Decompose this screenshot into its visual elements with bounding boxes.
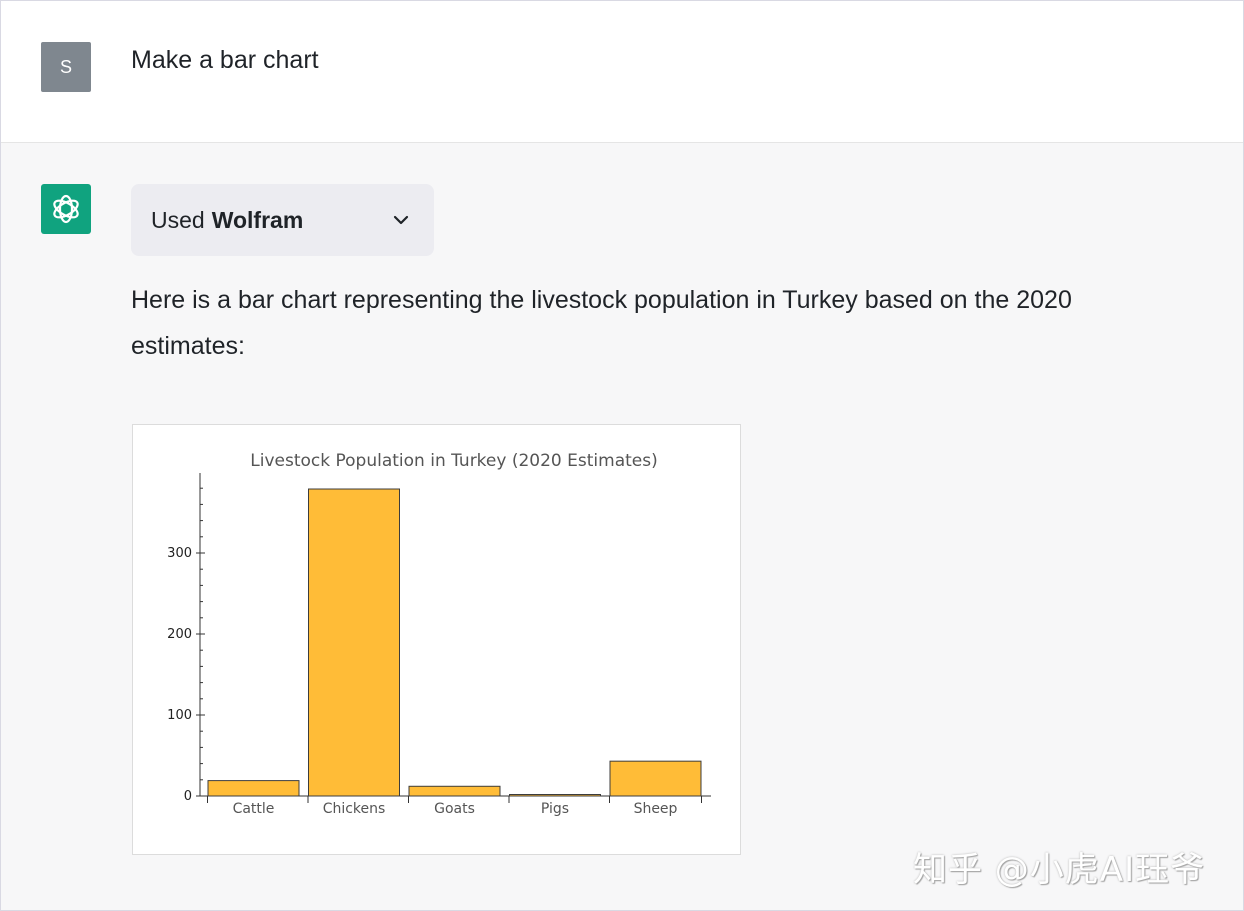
bar-pigs — [509, 794, 601, 797]
plugin-used-toggle[interactable]: Used Wolfram — [131, 184, 434, 256]
assistant-message-text: Here is a bar chart representing the liv… — [131, 286, 1072, 360]
user-avatar-letter: S — [59, 56, 72, 77]
user-message-row: S Make a bar chart — [1, 1, 1243, 143]
x-tick-label: Chickens — [323, 801, 386, 817]
bar-goats — [408, 785, 501, 797]
bar-sheep — [609, 760, 702, 797]
assistant-avatar — [41, 184, 91, 234]
y-tick-label: 300 — [167, 546, 192, 561]
chart-image: Livestock Population in Turkey (2020 Est… — [132, 424, 741, 855]
bar-chart: Livestock Population in Turkey (2020 Est… — [167, 451, 711, 817]
x-tick-label: Sheep — [634, 801, 678, 817]
plugin-used-label: Used — [151, 206, 205, 233]
x-tick-label: Pigs — [541, 801, 569, 817]
plugin-name: Wolfram — [211, 206, 304, 233]
user-message-text: Make a bar chart — [131, 46, 319, 74]
chevron-down-icon — [393, 215, 409, 225]
chart-title: Livestock Population in Turkey (2020 Est… — [250, 451, 657, 471]
openai-logo-icon — [53, 194, 79, 224]
assistant-message-row: Used Wolfram Here is a bar chart represe… — [1, 143, 1243, 910]
user-avatar: S — [41, 42, 91, 92]
bar-cattle — [207, 780, 300, 797]
watermark: 知乎 @小虎AI珏爷 — [913, 850, 1206, 890]
y-tick-label: 200 — [167, 627, 192, 642]
bar-chickens — [308, 488, 400, 797]
x-tick-label: Goats — [434, 801, 475, 817]
x-tick-label: Cattle — [233, 801, 275, 817]
y-tick-label: 0 — [184, 789, 192, 804]
y-tick-label: 100 — [167, 708, 192, 723]
